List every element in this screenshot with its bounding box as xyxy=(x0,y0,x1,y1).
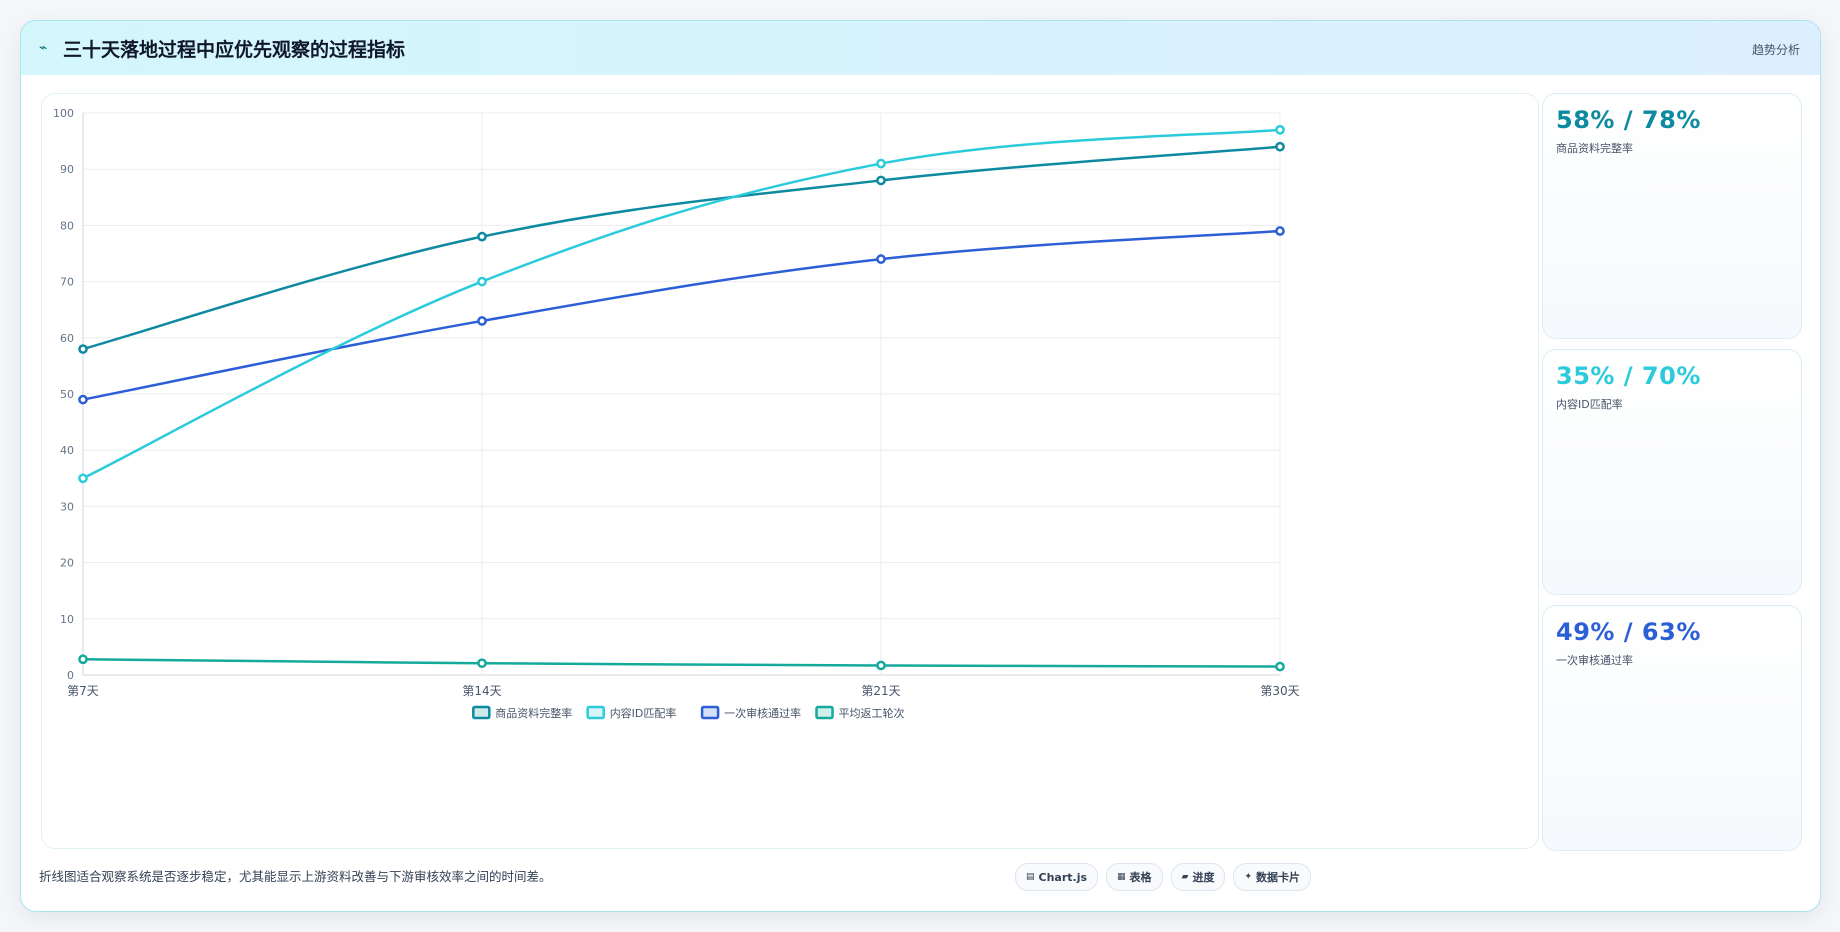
chart-icon: ▤ xyxy=(1026,872,1035,882)
tag-table[interactable]: ▦ 表格 xyxy=(1106,863,1163,891)
tag-label: Chart.js xyxy=(1038,870,1088,884)
data-point xyxy=(876,254,886,264)
y-tick-label: 50 xyxy=(60,388,74,401)
series-line xyxy=(82,128,1281,480)
legend-label: 一次审核通过率 xyxy=(724,706,801,720)
y-tick-label: 0 xyxy=(67,669,74,682)
x-tick-label: 第21天 xyxy=(861,684,900,698)
data-point xyxy=(477,231,487,242)
stat-label: 一次审核通过率 xyxy=(1556,654,1633,667)
series-line xyxy=(82,658,1281,668)
data-point xyxy=(78,473,88,484)
y-tick-label: 60 xyxy=(60,332,74,345)
y-tick-label: 40 xyxy=(60,444,74,457)
tag-label: 进度 xyxy=(1192,871,1215,884)
card-icon: ✦ xyxy=(1244,872,1253,882)
y-tick-label: 30 xyxy=(60,500,74,513)
x-tick-label: 第30天 xyxy=(1260,684,1299,698)
page-title: 三十天落地过程中应优先观察的过程指标 xyxy=(63,39,406,61)
series-line xyxy=(82,229,1281,401)
trend-analysis-label[interactable]: 趋势分析 xyxy=(1751,43,1800,57)
table-icon: ▦ xyxy=(1117,872,1126,882)
data-point xyxy=(477,316,487,326)
legend-swatch xyxy=(586,705,605,720)
data-point xyxy=(477,276,487,287)
x-tick-label: 第7天 xyxy=(67,684,99,698)
data-point xyxy=(876,660,886,671)
y-tick-label: 20 xyxy=(60,557,74,570)
y-tick-label: 70 xyxy=(60,276,74,289)
legend-label: 商品资料完整率 xyxy=(495,706,572,720)
legend-label: 平均返工轮次 xyxy=(839,706,905,720)
stat-card-content-id-match: 35% / 70% 内容ID匹配率 xyxy=(1542,349,1802,595)
data-point xyxy=(1275,661,1285,672)
stat-value: 58% / 78% xyxy=(1556,106,1701,134)
pin-icon: ⌁ xyxy=(39,40,48,56)
stat-card-first-review-pass: 49% / 63% 一次审核通过率 xyxy=(1542,605,1802,851)
stat-label: 内容ID匹配率 xyxy=(1556,398,1623,411)
x-tick-label: 第14天 xyxy=(462,684,501,698)
tag-data-card[interactable]: ✦ 数据卡片 xyxy=(1233,863,1312,891)
y-tick-label: 80 xyxy=(60,219,74,232)
tag-label: 数据卡片 xyxy=(1256,871,1301,884)
main-panel: ⌁ 三十天落地过程中应优先观察的过程指标 趋势分析 0 10 20 30 40 50 60 7… xyxy=(20,20,1821,912)
data-point xyxy=(1275,141,1285,152)
tag-chartjs[interactable]: ▤ Chart.js xyxy=(1015,863,1099,891)
data-point xyxy=(78,654,88,665)
y-tick-label: 10 xyxy=(60,613,74,626)
tag-progress[interactable]: ▰ 进度 xyxy=(1170,863,1226,891)
data-point xyxy=(78,344,88,354)
legend-swatch xyxy=(472,705,491,720)
progress-icon: ▰ xyxy=(1181,872,1189,882)
line-chart: 0 10 20 30 40 50 60 70 80 90 100 第7天 第14天 第21天 第30天商品资… xyxy=(53,107,1300,720)
data-point xyxy=(1275,226,1285,236)
tag-label: 表格 xyxy=(1129,871,1152,884)
legend-label: 内容ID匹配率 xyxy=(610,706,677,720)
stat-value: 35% / 70% xyxy=(1556,362,1701,390)
y-tick-label: 100 xyxy=(53,107,74,120)
data-point xyxy=(477,658,487,669)
chart-footnote: 折线图适合观察系统是否逐步稳定，尤其能显示上游资料改善与下游审核效率之间的时间差… xyxy=(39,869,552,884)
data-point xyxy=(1275,125,1285,135)
legend-swatch xyxy=(700,705,720,720)
tag-list: ▤ Chart.js ▦ 表格 ▰ 进度 ✦ 数据卡片 xyxy=(1015,863,1312,891)
chart-card: 0 10 20 30 40 50 60 70 80 90 100 第7天 第14天 第21天 第30天商品资… xyxy=(41,93,1539,849)
stat-value: 49% / 63% xyxy=(1556,618,1701,646)
data-point xyxy=(876,158,886,169)
legend-swatch xyxy=(815,705,834,720)
header-bar: ⌁ 三十天落地过程中应优先观察的过程指标 趋势分析 xyxy=(21,21,1820,75)
data-point xyxy=(78,394,88,405)
stat-label: 商品资料完整率 xyxy=(1556,142,1633,155)
series-line xyxy=(82,145,1281,351)
data-point xyxy=(876,175,886,186)
stat-card-product-completeness: 58% / 78% 商品资料完整率 xyxy=(1542,93,1802,339)
y-tick-label: 90 xyxy=(60,163,74,176)
